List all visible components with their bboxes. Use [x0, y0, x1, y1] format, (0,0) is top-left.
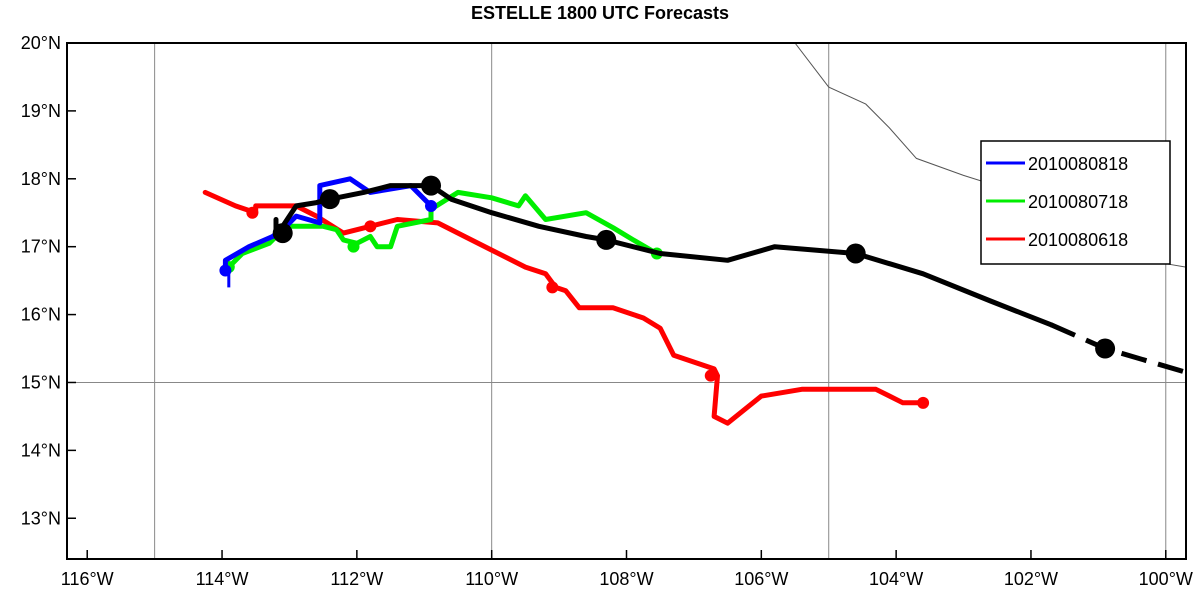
series-point	[246, 206, 259, 219]
y-tick-label: 19°N	[21, 101, 61, 121]
forecast-tracks	[202, 175, 1186, 426]
legend-label: 2010080818	[1028, 154, 1128, 174]
series-point	[421, 175, 442, 196]
x-tick-label: 116°W	[61, 569, 114, 589]
x-tick-label: 104°W	[869, 569, 923, 589]
series-point	[272, 223, 293, 244]
y-tick-label: 16°N	[21, 305, 61, 325]
series-line	[273, 183, 1054, 328]
y-tick-label: 17°N	[21, 237, 61, 257]
x-tick-label: 112°W	[330, 569, 383, 589]
series-point	[917, 396, 930, 409]
y-tick-label: 20°N	[21, 33, 61, 53]
x-tick-label: 100°W	[1139, 569, 1193, 589]
series-point	[596, 229, 617, 250]
series-point	[347, 240, 360, 253]
grid-lines	[67, 43, 1186, 559]
series-point	[845, 243, 866, 264]
series-point	[319, 189, 340, 210]
chart-title: ESTELLE 1800 UTC Forecasts	[470, 3, 730, 23]
y-tick-label: 14°N	[21, 440, 61, 460]
series-point	[704, 369, 717, 382]
series-2010080618	[202, 189, 930, 426]
series-line	[226, 189, 660, 270]
axis-ticks: 116°W 114°W 112°W 110°W 108°W 106°W 104°W 102°W…	[21, 33, 1193, 589]
legend-label: 2010080618	[1028, 230, 1128, 250]
x-tick-label: 110°W	[465, 569, 518, 589]
x-tick-label: 102°W	[1004, 569, 1058, 589]
series-point	[364, 220, 377, 233]
best-track-series	[272, 175, 1186, 375]
x-tick-label: 106°W	[734, 569, 788, 589]
series-point	[1095, 338, 1116, 359]
y-tick-label: 13°N	[21, 508, 61, 528]
x-tick-label: 114°W	[196, 569, 249, 589]
series-line	[202, 189, 926, 426]
y-tick-label: 15°N	[21, 372, 61, 392]
series-point	[219, 264, 232, 277]
legend: 2010080818 2010080718 2010080618	[980, 140, 1171, 265]
legend-label: 2010080718	[1028, 192, 1128, 212]
series-point	[546, 281, 559, 294]
x-tick-label: 108°W	[599, 569, 653, 589]
plot-frame	[66, 42, 1187, 560]
series-point	[425, 199, 438, 212]
y-tick-label: 18°N	[21, 169, 61, 189]
